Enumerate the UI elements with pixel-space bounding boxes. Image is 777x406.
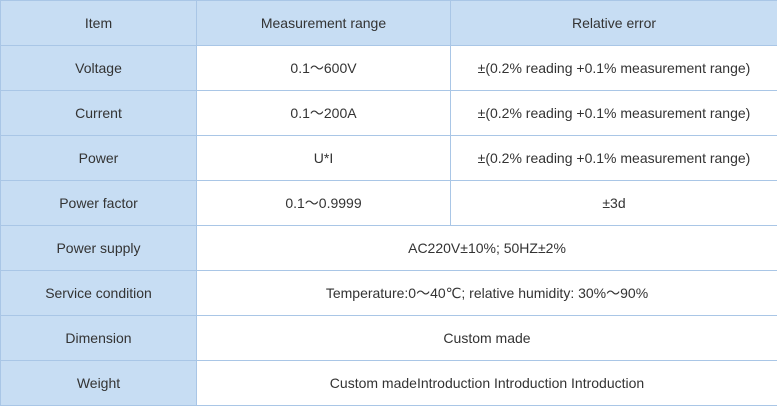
- row-label: Power supply: [0, 225, 197, 271]
- cell: Measurement range: [196, 0, 451, 46]
- row: Service condition Temperature:0～40℃; rela…: [0, 270, 777, 316]
- row-label: Power factor: [0, 180, 197, 226]
- row-label: Voltage: [0, 45, 197, 91]
- cell: Custom madeIntroduction Introduction Int…: [196, 360, 777, 406]
- row: Current 0.1～200A ±(0.2% reading +0.1% meas…: [0, 90, 777, 136]
- cell: 0.1～0.9999: [196, 180, 451, 226]
- header-row: Item Measurement range Relative error: [0, 0, 777, 46]
- cell: ±(0.2% reading +0.1% measurement range): [450, 45, 777, 91]
- row-label: Service condition: [0, 270, 197, 316]
- cell: ±3d: [450, 180, 777, 226]
- cell: 0.1～200A: [196, 90, 451, 136]
- row: Weight Custom madeIntroduction Introducti…: [0, 360, 777, 406]
- row: Voltage 0.1～600V ±(0.2% reading +0.1% meas…: [0, 45, 777, 91]
- cell: U*I: [196, 135, 451, 181]
- cell: ±(0.2% reading +0.1% measurement range): [450, 135, 777, 181]
- cell: Relative error: [450, 0, 777, 46]
- row-label: Power: [0, 135, 197, 181]
- row-label: Weight: [0, 360, 197, 406]
- cell: AC220V±10%; 50HZ±2%: [196, 225, 777, 271]
- row-label: Dimension: [0, 315, 197, 361]
- cell: 0.1～600V: [196, 45, 451, 91]
- cell: Temperature:0～40℃; relative humidity: 30…: [196, 270, 777, 316]
- cell: Custom made: [196, 315, 777, 361]
- row: Dimension Custom made: [0, 315, 777, 361]
- row: Power U*I ±(0.2% reading +0.1% measurement…: [0, 135, 777, 181]
- cell: ±(0.2% reading +0.1% measurement range): [450, 90, 777, 136]
- row: Power factor 0.1～0.9999 ±3d: [0, 180, 777, 226]
- row-label: Item: [0, 0, 197, 46]
- row: Power supply AC220V±10%; 50HZ±2%: [0, 225, 777, 271]
- row-label: Current: [0, 90, 197, 136]
